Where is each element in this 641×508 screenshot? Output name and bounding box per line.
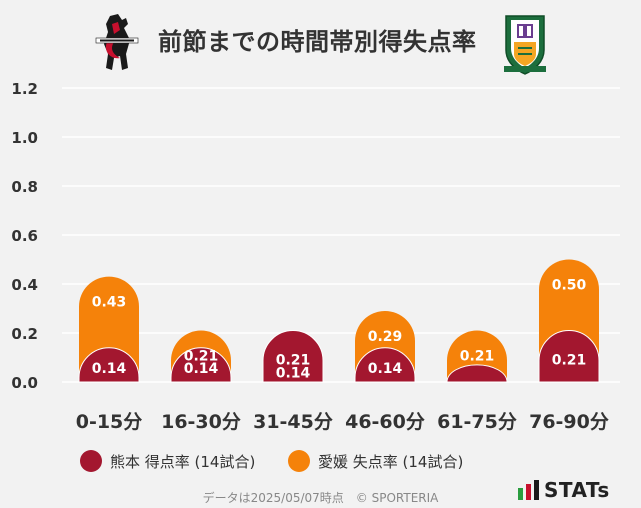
footer-note: データは2025/05/07時点 © SPORTERIA [202, 491, 439, 505]
x-tick-label: 31-45分 [253, 411, 333, 433]
stats-bars-icon [518, 480, 539, 500]
data-label-away: 0.29 [368, 329, 403, 345]
data-label-away: 0.14 [276, 366, 311, 382]
chart-legend: 熊本 得点率 (14試合) 愛媛 失点率 (14試合) [80, 450, 560, 474]
data-label-away: 0.50 [552, 278, 587, 294]
y-tick-label: 1.2 [11, 80, 38, 98]
bar-home [78, 347, 140, 383]
legend-swatch-away [288, 450, 310, 472]
legend-label-away: 愛媛 失点率 (14試合) [318, 452, 464, 471]
chart-title: 前節までの時間帯別得失点率 [158, 28, 477, 56]
chart-header: 前節までの時間帯別得失点率 [0, 0, 641, 84]
data-label-home: 0.14 [368, 361, 403, 377]
bar-home [262, 330, 324, 383]
data-label-home: 0.21 [276, 352, 311, 368]
bar-home [446, 364, 508, 383]
data-label-home: 0.21 [552, 352, 587, 368]
data-label-away: 0.21 [460, 349, 495, 365]
y-tick-label: 0.8 [11, 178, 38, 196]
bar-home [170, 347, 232, 383]
ehime-fc-logo [504, 15, 546, 75]
y-tick-label: 0.2 [11, 325, 38, 343]
chart-plot: 0.00.20.40.60.81.01.20.430.140-15分0.210.… [11, 80, 620, 433]
bar-home [538, 330, 600, 383]
roasso-kumamoto-logo [95, 14, 139, 70]
data-label-home: 0.14 [92, 361, 127, 377]
data-label-away: 0.21 [184, 349, 219, 365]
y-tick-label: 0.0 [11, 374, 38, 392]
data-label-home: 0.14 [184, 361, 219, 377]
y-tick-label: 1.0 [11, 129, 38, 147]
y-tick-label: 0.4 [11, 276, 38, 294]
legend-item-away: 愛媛 失点率 (14試合) [288, 450, 463, 472]
stats-brand-text: STATs [544, 478, 610, 502]
y-tick-label: 0.6 [11, 227, 38, 245]
legend-label-home: 熊本 得点率 (14試合) [110, 452, 256, 471]
x-tick-label: 76-90分 [529, 411, 609, 433]
x-tick-label: 61-75分 [437, 411, 517, 433]
stats-brand: STATs [518, 478, 610, 502]
legend-swatch-home [80, 450, 102, 472]
data-label-away: 0.43 [92, 295, 127, 311]
x-tick-label: 0-15分 [76, 411, 143, 433]
bar-home [354, 347, 416, 383]
x-tick-label: 16-30分 [161, 411, 241, 433]
x-tick-label: 46-60分 [345, 411, 425, 433]
legend-item-home: 熊本 得点率 (14試合) [80, 450, 255, 472]
